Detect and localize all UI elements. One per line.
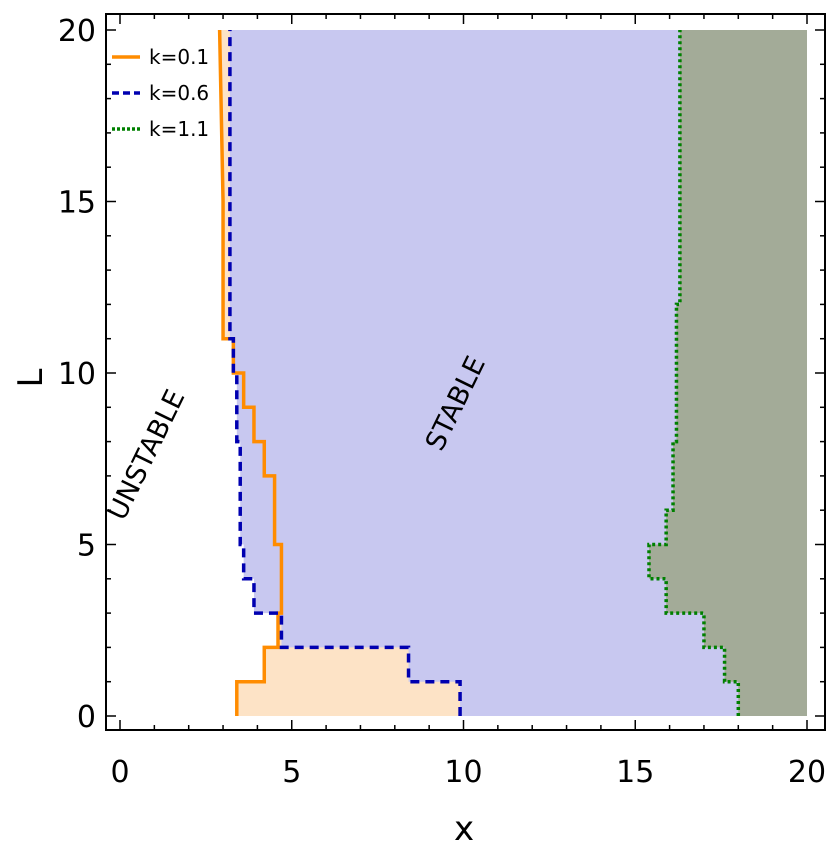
y-tick-label: 15 <box>58 186 96 221</box>
legend-label-3: k=1.1 <box>149 117 209 141</box>
series-line-2 <box>228 30 462 716</box>
x-tick-label: 10 <box>444 755 482 790</box>
plot-border <box>105 13 826 731</box>
y-tick-label: 20 <box>58 14 96 49</box>
region-fill-3 <box>648 30 807 716</box>
y-tick-label: 10 <box>58 357 96 392</box>
y-tick-label: 0 <box>77 700 96 735</box>
x-tick-label: 0 <box>110 755 129 790</box>
y-axis-label: L <box>11 368 51 387</box>
x-tick-label: 15 <box>616 755 654 790</box>
axis-ticks: 0 5 10 15 20 0 5 10 15 20 <box>58 14 826 790</box>
x-axis-label: x <box>454 809 474 849</box>
x-tick-label: 5 <box>282 755 301 790</box>
boundary-lines <box>217 29 741 716</box>
legend-label-1: k=0.1 <box>149 45 209 69</box>
legend: k=0.1 k=0.6 k=1.1 <box>112 45 209 141</box>
y-tick-label: 5 <box>77 529 96 564</box>
stable-regions <box>219 30 808 716</box>
x-tick-label: 20 <box>788 755 826 790</box>
series-line-3 <box>647 30 741 716</box>
legend-label-2: k=0.6 <box>149 81 209 105</box>
